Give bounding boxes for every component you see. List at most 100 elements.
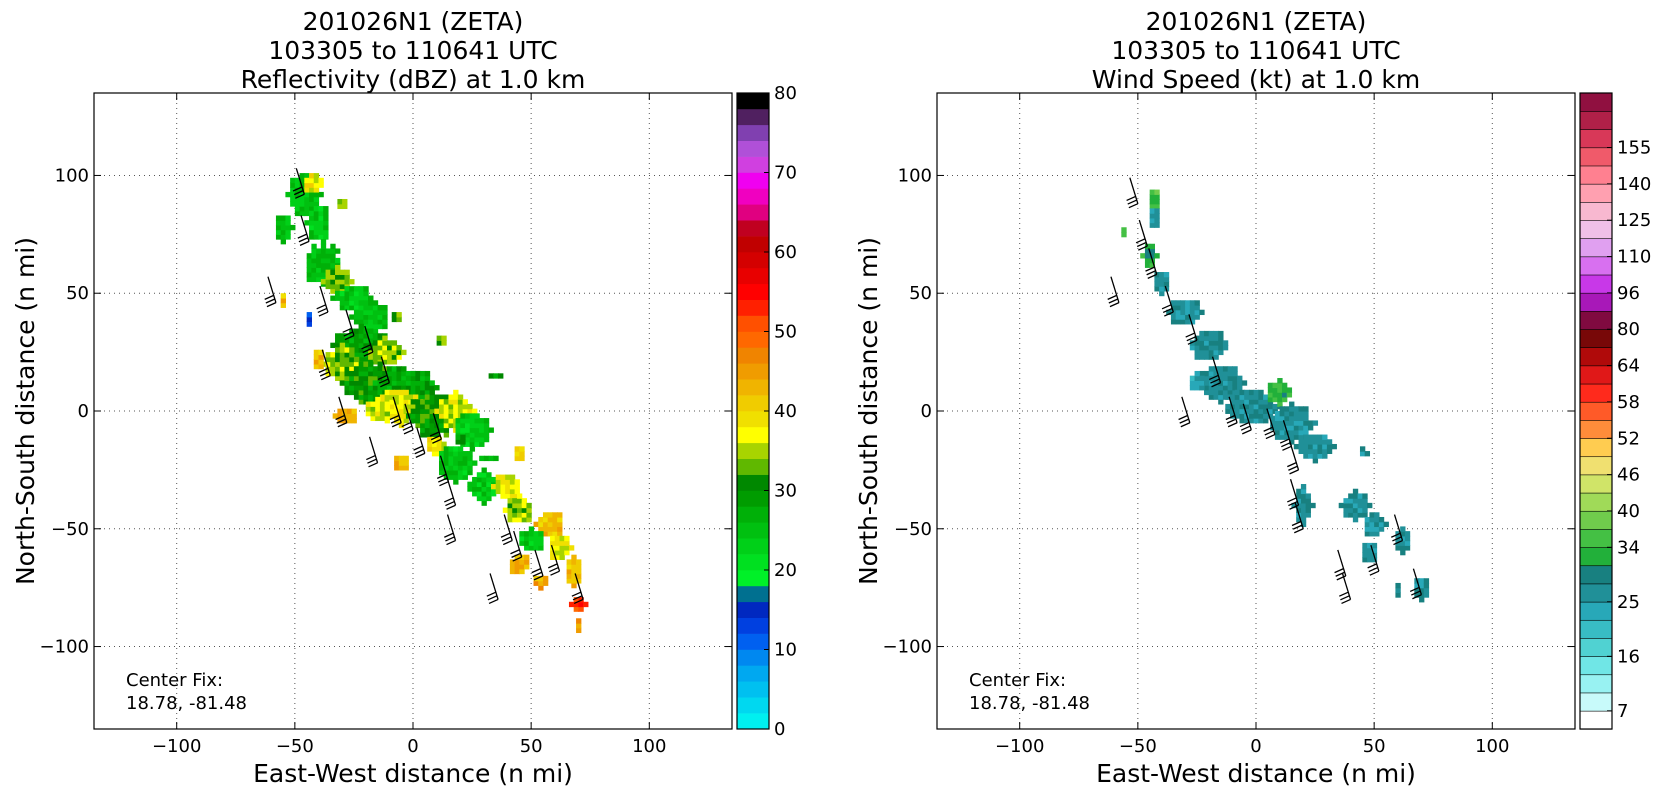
colorbar-segment: [737, 140, 769, 157]
colorbar-segment: [737, 252, 769, 269]
data-cell: [528, 531, 535, 537]
data-cell: [304, 206, 310, 212]
data-cell: [363, 342, 369, 349]
data-cell: [1194, 349, 1200, 356]
data-cell: [424, 403, 431, 410]
data-cell: [420, 422, 426, 429]
data-cell: [1204, 375, 1210, 381]
data-cell: [514, 451, 520, 457]
data-cell: [490, 484, 497, 490]
data-cell: [358, 286, 364, 292]
data-cell: [500, 493, 506, 499]
data-cell: [1218, 345, 1224, 351]
data-cell: [1367, 552, 1373, 558]
data-cell: [353, 286, 360, 292]
colorbar-segment: [1579, 528, 1613, 548]
wind-barb: [510, 530, 523, 562]
data-cell: [514, 479, 520, 485]
data-cell: [1163, 276, 1170, 283]
data-cell: [363, 389, 369, 396]
data-cell: [542, 580, 549, 586]
data-cell: [358, 385, 364, 391]
data-cell: [1258, 394, 1264, 400]
data-cell: [335, 347, 341, 353]
data-cell: [1185, 304, 1191, 311]
data-cell: [578, 606, 584, 612]
data-cell: [507, 516, 513, 523]
colorbar-segment: [737, 283, 769, 300]
data-cell: [339, 290, 346, 297]
data-cell: [457, 455, 464, 462]
data-cell: [462, 455, 468, 462]
x-tick-label: −100: [995, 736, 1044, 757]
data-cell: [304, 177, 310, 184]
data-cell: [457, 460, 464, 466]
data-cell: [351, 418, 357, 424]
data-cell: [344, 300, 350, 306]
y-tick-label: 0: [921, 401, 932, 422]
data-cell: [576, 618, 582, 624]
data-cell: [349, 300, 355, 306]
data-cell: [557, 516, 563, 523]
data-cell: [339, 300, 346, 306]
data-cell: [438, 403, 445, 410]
data-cell: [1144, 248, 1151, 254]
data-cell: [320, 272, 327, 278]
data-cell: [1374, 521, 1380, 528]
data-cell: [538, 545, 544, 551]
data-cell: [1400, 545, 1406, 551]
data-cell: [481, 481, 487, 487]
data-cell: [335, 366, 341, 372]
colorbar-tick-label: 40: [774, 401, 797, 422]
data-cell: [509, 474, 516, 480]
data-cell: [1204, 389, 1210, 396]
data-cell: [424, 427, 431, 433]
data-cell: [1263, 413, 1269, 419]
data-cell: [1267, 387, 1274, 393]
data-cell: [507, 507, 513, 513]
colorbar-tick-label: 140: [1617, 174, 1651, 195]
data-cell: [316, 248, 322, 254]
data-cell: [490, 491, 497, 497]
data-field: [275, 173, 589, 634]
data-cell: [325, 370, 331, 377]
data-cell: [550, 554, 556, 561]
data-cell: [533, 521, 539, 528]
data-cell: [377, 319, 383, 325]
data-cell: [363, 314, 369, 320]
data-cell: [353, 328, 360, 334]
data-cell: [469, 441, 476, 447]
data-cell: [1194, 340, 1200, 346]
data-cell: [507, 502, 513, 509]
data-cell: [401, 349, 407, 356]
data-cell: [316, 276, 322, 283]
data-cell: [1248, 394, 1255, 400]
data-cell: [311, 276, 317, 283]
data-cell: [330, 295, 336, 301]
x-tick-label: −50: [276, 736, 314, 757]
data-cell: [1371, 557, 1378, 563]
data-cell: [382, 304, 388, 311]
data-cell: [1194, 309, 1200, 316]
data-cell: [372, 375, 379, 381]
data-cell: [488, 427, 494, 433]
data-cell: [349, 328, 355, 334]
data-cell: [443, 394, 450, 400]
data-cell: [358, 342, 364, 349]
data-cell: [353, 356, 360, 363]
data-cell: [330, 356, 336, 363]
data-cell: [1362, 512, 1368, 518]
data-cell: [505, 493, 511, 499]
y-axis-label: North-South distance (n mi): [854, 237, 883, 585]
data-cell: [339, 356, 346, 363]
data-cell: [526, 516, 532, 523]
data-cluster: [313, 349, 324, 370]
data-cell: [335, 342, 341, 349]
data-cell: [335, 257, 341, 264]
data-cell: [1357, 493, 1363, 499]
data-cell: [387, 340, 393, 346]
data-cell: [353, 361, 360, 367]
data-cell: [443, 427, 450, 433]
data-cluster: [488, 373, 504, 379]
